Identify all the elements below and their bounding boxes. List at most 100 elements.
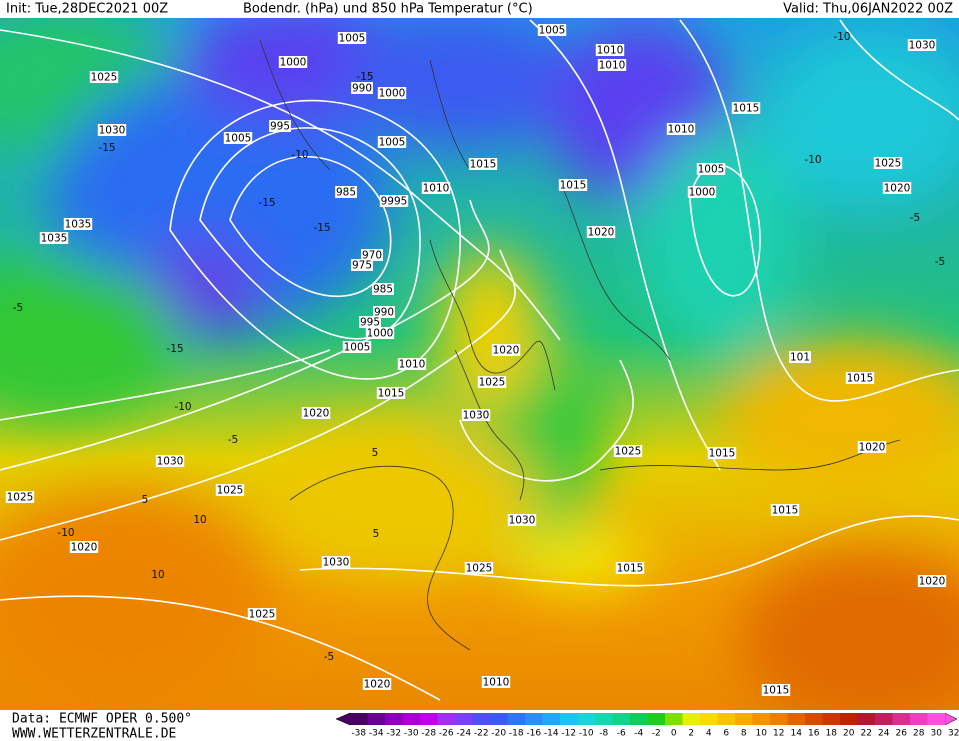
isobar-label-box [5, 491, 35, 503]
isobar-label-box [247, 608, 277, 620]
colorbar-cell [612, 713, 631, 725]
isobar-label: 1005 [339, 33, 366, 45]
colorbar-label: -34 [369, 729, 384, 739]
isobar-label-box [770, 504, 800, 516]
isobar-label: 1000 [689, 187, 716, 199]
isobar-label: 101 [790, 352, 810, 364]
temperature-label: -10 [291, 149, 308, 161]
temperature-label: -10 [174, 401, 191, 413]
isobar-label-box [707, 447, 737, 459]
isobar-label: 1025 [479, 377, 506, 389]
isobar-label: 985 [373, 284, 393, 296]
isobar-label-box [372, 283, 394, 295]
colorbar-cell [910, 713, 928, 725]
colorbar-label: 14 [791, 729, 803, 739]
isobar-label-box [845, 372, 875, 384]
colorbar-cell [805, 713, 823, 725]
colorbar-arrow-high [944, 712, 958, 726]
isobar-label: 1005 [698, 164, 725, 176]
isobar-label-box [917, 575, 947, 587]
temperature-label: -5 [324, 651, 334, 663]
temperature-label: -5 [13, 302, 23, 314]
isobar-label-box [215, 484, 245, 496]
colorbar-cell [647, 713, 666, 725]
isobar-label-box [558, 179, 588, 191]
isobar-label: 970 [362, 250, 382, 262]
colorbar-cell [875, 713, 893, 725]
colorbar-cell [472, 713, 491, 725]
isobar-label: 1020 [588, 227, 615, 239]
isobar-label: 1035 [41, 233, 68, 245]
isobar-label-box [789, 351, 811, 363]
isobar-label: 1025 [466, 563, 493, 575]
isobar-label: 1005 [344, 342, 371, 354]
colorbar-label: -32 [386, 729, 401, 739]
isobar-label-box [373, 306, 395, 318]
colorbar-label: -14 [544, 729, 559, 739]
colorbar-cell [525, 713, 543, 725]
isobar-label-box [377, 136, 407, 148]
isobar-label: 1015 [470, 159, 497, 171]
isobar-label: 1005 [539, 25, 566, 37]
isobar-label-box [857, 441, 887, 453]
colorbar-label: 12 [773, 729, 784, 739]
isobar-label: 1025 [7, 492, 34, 504]
colorbar-label: 8 [741, 729, 747, 739]
isobar-label: 1020 [493, 345, 520, 357]
isobar-label-box [377, 87, 407, 99]
isobar-label: 1025 [217, 485, 244, 497]
colorbar-label: -28 [421, 729, 436, 739]
isobar-label-box [97, 124, 127, 136]
isobar-label-box [687, 186, 717, 198]
colorbar-label: -22 [474, 729, 489, 739]
isobar-label: 1015 [617, 563, 644, 575]
isobar-label: 1030 [909, 40, 936, 52]
isobar-label: 1020 [884, 183, 911, 195]
colorbar-label: -24 [456, 729, 471, 739]
isobar-label-box [537, 24, 567, 36]
isobar-label-box [335, 186, 357, 198]
isobar-label: 1010 [599, 60, 626, 72]
isobar-label-box [491, 344, 521, 356]
colorbar-label: -8 [599, 729, 608, 739]
valid-label: Valid: Thu,06JAN2022 00Z [783, 2, 953, 17]
isobar-label-box [882, 182, 912, 194]
colorbar-label: 30 [931, 729, 943, 739]
isobar-label-box [379, 195, 409, 207]
colorbar-label: 24 [878, 729, 890, 739]
isobar-label-box [907, 39, 937, 51]
colorbar-cell [682, 713, 701, 725]
isobar-label-box [359, 316, 381, 328]
isobar-label: 1000 [379, 88, 406, 100]
temperature-label: 5 [142, 494, 149, 506]
isobar-label-box [69, 541, 99, 553]
isobar-label: 1015 [733, 103, 760, 115]
colorbar-cell [350, 713, 368, 725]
isobar-label-box [362, 678, 392, 690]
isobar-label: 1025 [249, 609, 276, 621]
colorbar-cell [752, 713, 771, 725]
isobar-label-box [613, 445, 643, 457]
isobar-label-box [376, 387, 406, 399]
colorbar-cell [385, 713, 403, 725]
isobar-label-box [365, 327, 395, 339]
colorbar-cell [402, 713, 421, 725]
isobar-label: 1015 [763, 685, 790, 697]
colorbar-cell [665, 713, 683, 725]
isobar-label: 995 [270, 121, 290, 133]
colorbar-cell [735, 713, 753, 725]
isobar-label-box [269, 120, 291, 132]
isobar-label-box [666, 123, 696, 135]
isobar-label-box [731, 102, 761, 114]
colorbar-label: 2 [688, 729, 694, 739]
colorbar-cell [420, 713, 438, 725]
colorbar-label: 26 [896, 729, 908, 739]
colorbar-cell [507, 713, 526, 725]
temperature-label: 5 [372, 447, 379, 459]
isobar-label: 1030 [323, 557, 350, 569]
isobar-label: 1035 [65, 219, 92, 231]
isobar-label: 995 [360, 317, 380, 329]
